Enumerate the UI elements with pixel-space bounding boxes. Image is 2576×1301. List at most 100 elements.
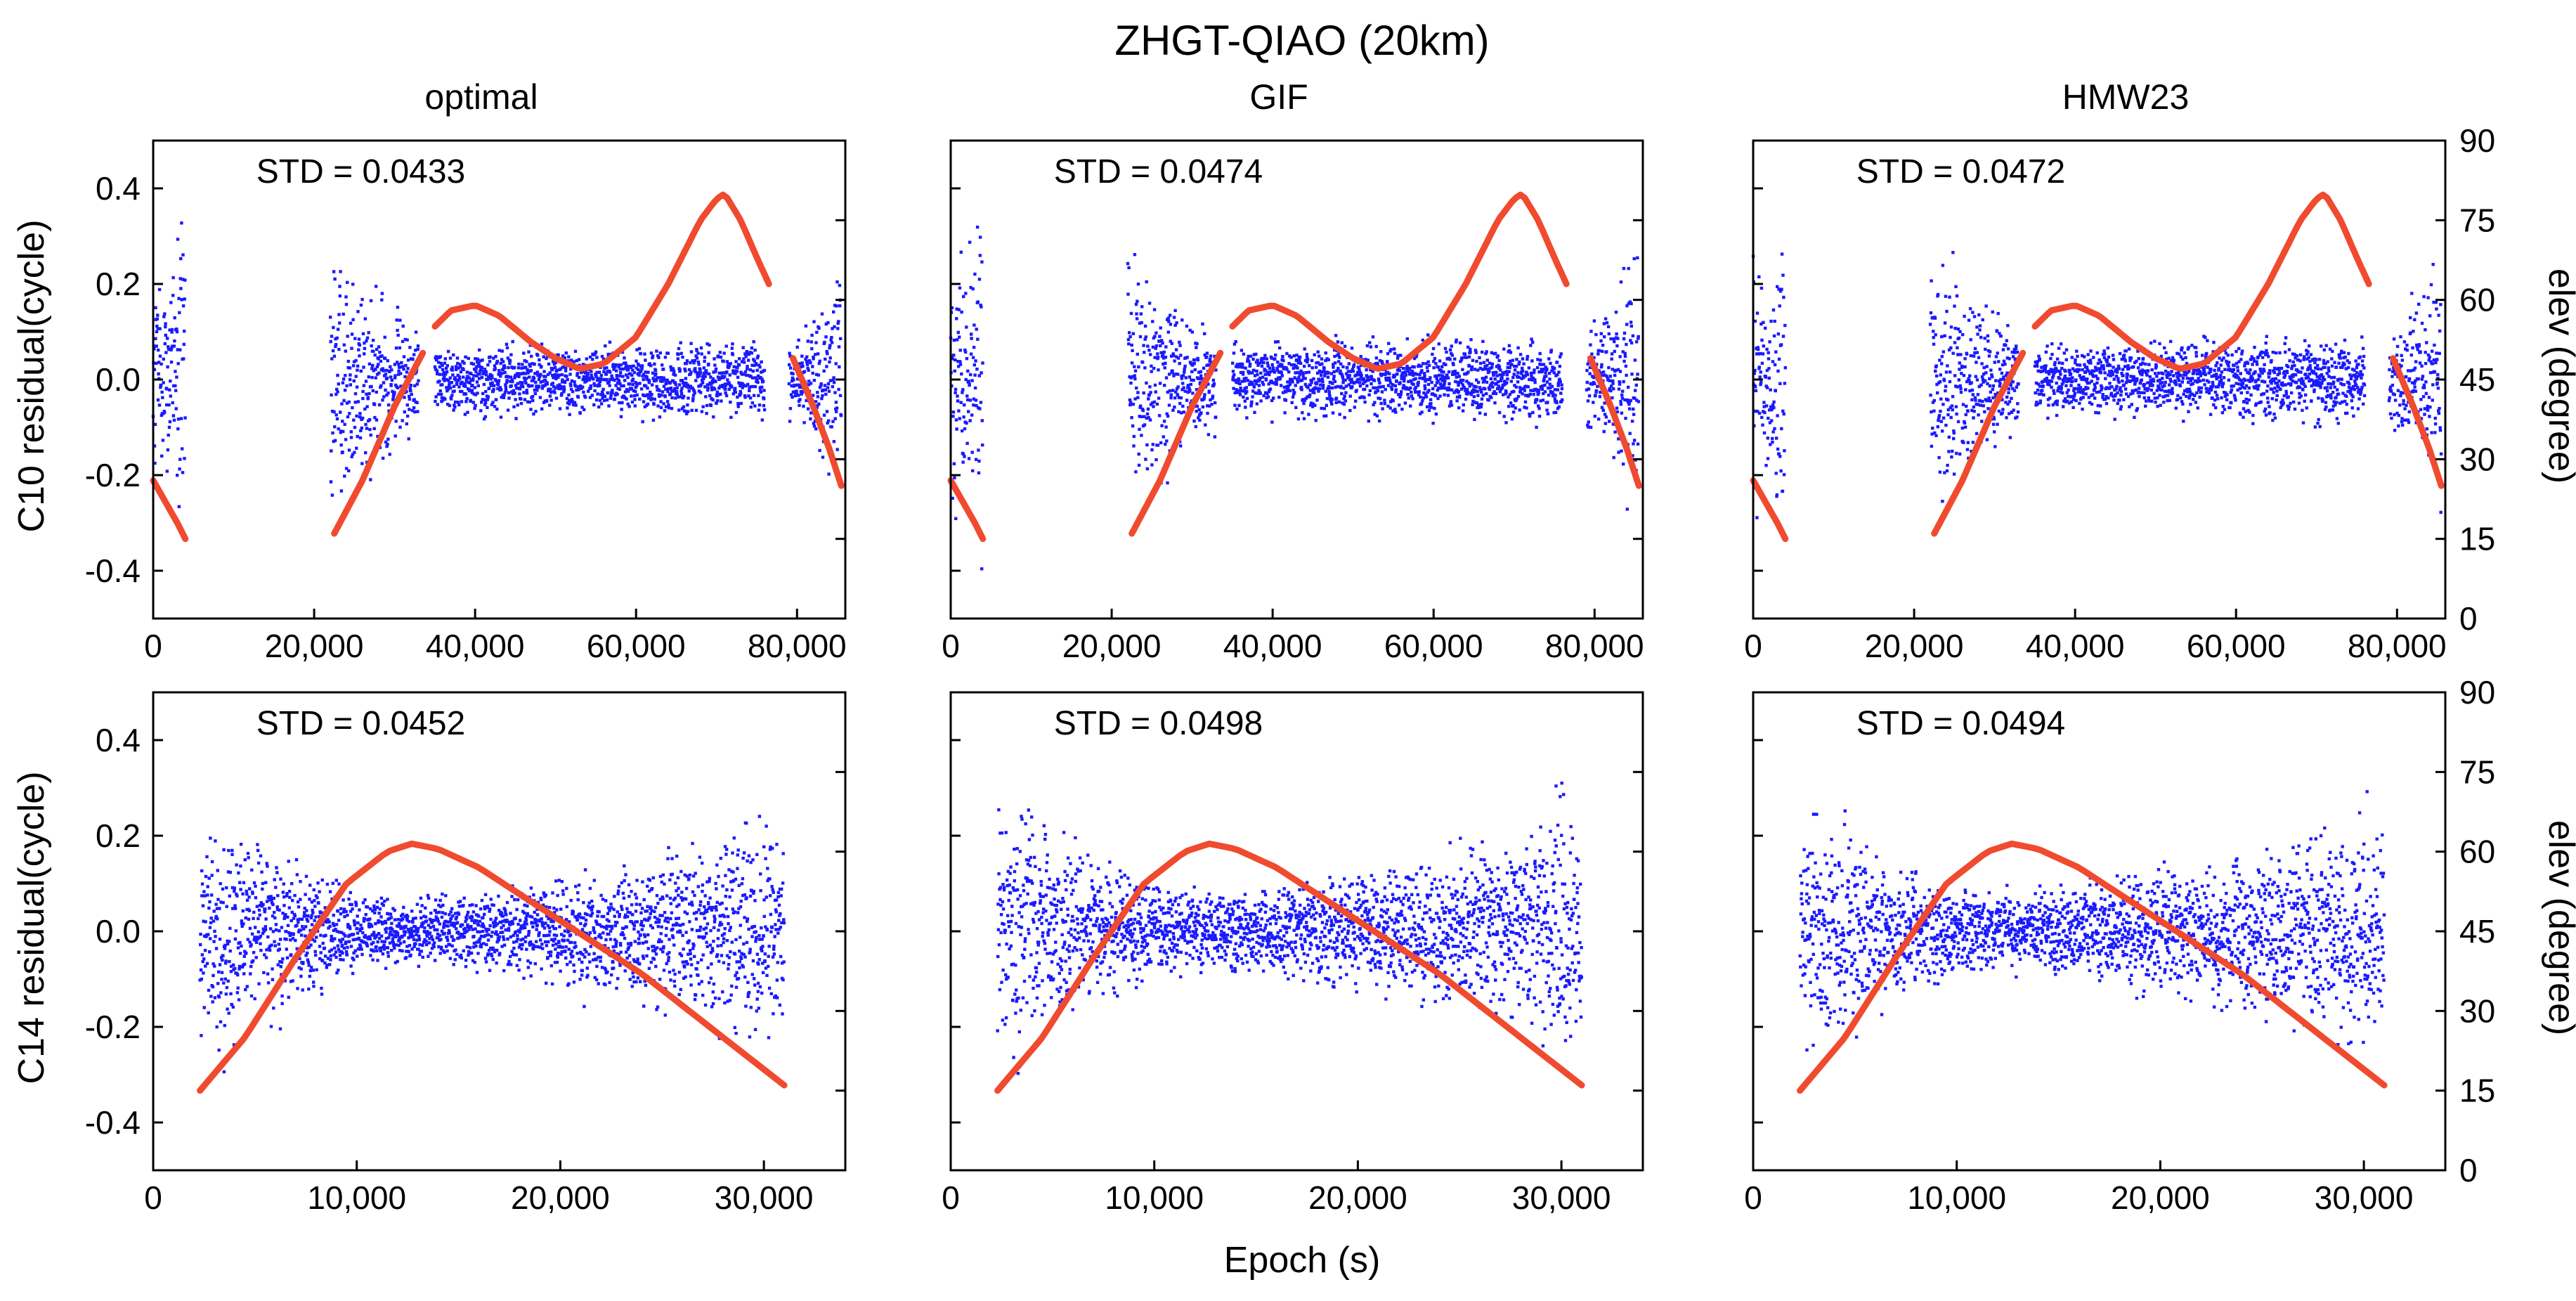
y-axis-right: [1633, 139, 1643, 620]
x-tick-label: 0: [1744, 1179, 1762, 1216]
y-axis-right: 0 15 30 45 60 75 90: [2435, 674, 2495, 1189]
elevation-segment-1: [947, 477, 987, 543]
y2-tick-label: 0: [2459, 600, 2478, 637]
residual-segment-3: [2033, 335, 2367, 429]
x-tick-label: 0: [942, 1179, 960, 1216]
x-axis: 0 20,000 40,000 60,000 80,000: [144, 609, 847, 664]
std-annotation: STD = 0.0498: [1054, 705, 1263, 742]
elevation-series: [197, 840, 788, 1094]
x-tick-label: 10,000: [307, 1179, 406, 1216]
y2-tick-label: 75: [2459, 753, 2495, 790]
y-tick-label: 0.0: [96, 913, 141, 950]
y2-tick-label: 0: [2459, 1152, 2478, 1189]
y-tick-label: -0.2: [85, 1009, 141, 1045]
y-axis-right: 0 15 30 45 60 75 90: [2435, 122, 2495, 637]
x-tick-label: 20,000: [511, 1179, 610, 1216]
panel-C10-optimal: 0 20,000 40,000 60,000 80,000 -0.4 -0.2 0.0 0.2 0…: [85, 139, 847, 664]
column-title-optimal: optimal: [424, 77, 538, 117]
y-tick-label: -0.2: [85, 457, 141, 493]
residual-segment-4: [1585, 256, 1641, 511]
x-tick-label: 60,000: [2187, 628, 2286, 664]
column-title-gif: GIF: [1249, 77, 1308, 117]
y-axis-left: -0.4 -0.2 0.0 0.2 0.4: [85, 722, 163, 1141]
y-tick-label: 0.0: [96, 361, 141, 398]
elevation-series: [947, 191, 1642, 543]
x-axis: 0 10,000 20,000 30,000: [942, 1160, 1611, 1216]
residual-series: [1751, 251, 2443, 519]
x-axis: 0 20,000 40,000 60,000 80,000: [942, 609, 1644, 664]
panels: 0 20,000 40,000 60,000 80,000 -0.4 -0.2 0.0 0.2 0…: [85, 122, 2495, 1216]
y2-tick-label: 30: [2459, 441, 2495, 477]
x-tick-label: 20,000: [1062, 628, 1162, 664]
y-tick-label: -0.4: [85, 1104, 141, 1141]
residual-series: [996, 782, 1583, 1075]
residual-segment-1: [996, 782, 1583, 1075]
elevation-series: [1750, 191, 2445, 543]
elevation-segment-3: [2031, 191, 2372, 372]
x-tick-label: 0: [144, 1179, 162, 1216]
residual-segment-2: [1126, 253, 1218, 485]
panel-C14-GIF: 0 10,000 20,000 30,000 STD = 0.0498: [942, 691, 1644, 1216]
x-tick-label: 0: [144, 628, 162, 664]
y2-tick-label: 15: [2459, 1073, 2495, 1109]
row-label-c14: C14 residual(cycle): [11, 771, 52, 1084]
y-axis-left: [1753, 187, 1763, 572]
elevation-segment-2: [1128, 349, 1224, 537]
column-title-hmw23: HMW23: [2062, 77, 2190, 117]
x-tick-label: 20,000: [1308, 1179, 1407, 1216]
y2-tick-label: 90: [2459, 674, 2495, 711]
residual-segment-2: [1928, 251, 2020, 503]
x-axis: 0 10,000 20,000 30,000: [1744, 1160, 2413, 1216]
panel-C14-HMW23: 0 10,000 20,000 30,000 0 15 30 45 60 75 90 STD = 0.…: [1744, 674, 2495, 1216]
x-tick-label: 80,000: [2348, 628, 2447, 664]
residual-segment-3: [1231, 333, 1564, 429]
y2-tick-label: 75: [2459, 202, 2495, 238]
y2-tick-label: 60: [2459, 282, 2495, 318]
x-tick-label: 20,000: [2111, 1179, 2210, 1216]
panel-C10-GIF: 0 20,000 40,000 60,000 80,000 STD = 0.0474: [942, 139, 1644, 664]
x-tick-label: 10,000: [1105, 1179, 1204, 1216]
x-tick-label: 20,000: [265, 628, 364, 664]
x-tick-label: 30,000: [715, 1179, 814, 1216]
elevation-segment-4: [2390, 355, 2445, 489]
y-tick-label: 0.4: [96, 722, 141, 758]
elevation-segment-3: [1229, 191, 1570, 372]
elevation-segment-4: [790, 355, 845, 489]
x-tick-label: 0: [1744, 628, 1762, 664]
elevation-series: [1797, 840, 2388, 1094]
elevation-series: [150, 191, 845, 543]
x-tick-label: 0: [942, 628, 960, 664]
y-tick-label: 0.2: [96, 817, 141, 854]
elevation-segment-2: [1931, 349, 2027, 537]
y-tick-label: -0.4: [85, 552, 141, 589]
panel-C10-HMW23: 0 20,000 40,000 60,000 80,000 0 15 30 45 60 75 90 ST…: [1744, 122, 2495, 664]
right-label-row2: elev (degree): [2541, 820, 2576, 1035]
y-tick-label: 0.4: [96, 170, 141, 207]
x-tick-label: 40,000: [2026, 628, 2125, 664]
x-tick-label: 80,000: [748, 628, 847, 664]
std-annotation: STD = 0.0474: [1054, 153, 1263, 190]
residual-series: [949, 226, 1641, 571]
y2-tick-label: 30: [2459, 992, 2495, 1029]
std-annotation: STD = 0.0433: [256, 153, 466, 190]
elevation-segment-1: [1750, 477, 1789, 543]
residual-segment-1: [949, 226, 984, 571]
residual-segment-4: [2387, 263, 2443, 514]
figure-xlabel: Epoch (s): [1224, 1240, 1381, 1281]
elevation-segment-4: [1587, 355, 1642, 489]
x-tick-label: 60,000: [1384, 628, 1483, 664]
y-axis-left: [1753, 739, 1763, 1124]
y2-tick-label: 90: [2459, 122, 2495, 159]
y-axis-left: [951, 187, 961, 572]
x-tick-label: 30,000: [1512, 1179, 1611, 1216]
x-tick-label: 10,000: [1907, 1179, 2006, 1216]
residual-segment-1: [151, 221, 187, 508]
y-axis-right: [835, 691, 845, 1172]
y-tick-label: 0.2: [96, 266, 141, 302]
elevation-segment-2: [331, 349, 427, 537]
y-axis-right: [1633, 691, 1643, 1172]
elevation-segment-1: [994, 840, 1585, 1094]
std-annotation: STD = 0.0472: [1856, 153, 2066, 190]
